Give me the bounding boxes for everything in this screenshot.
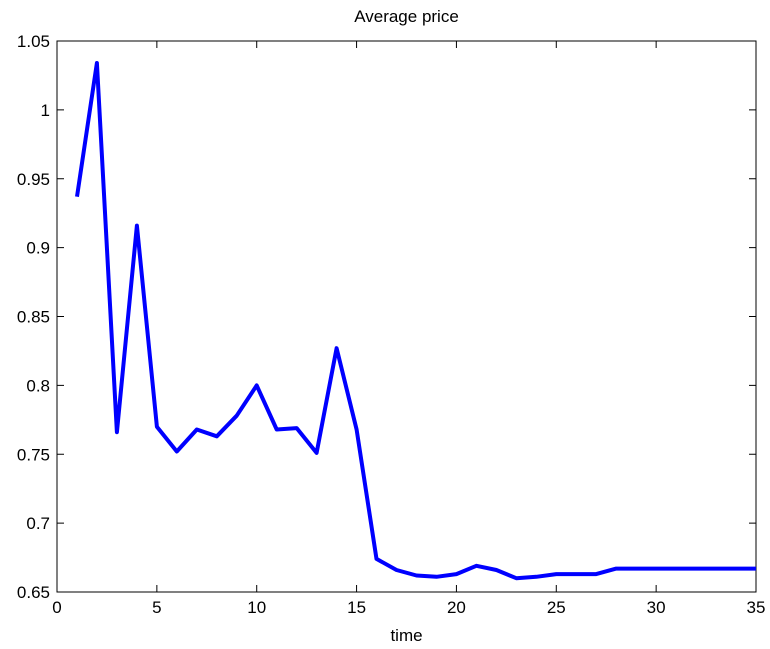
y-tick-label: 0.7: [26, 514, 50, 533]
axis-ticks: [56, 40, 757, 593]
plot-area: [56, 40, 757, 593]
x-tick-label: 25: [547, 598, 566, 617]
tick-labels: 0 5 10 15 20 25 30 35 0.65 0.7 0.75 0.8 0.85 0.9 0.95 1…: [17, 32, 766, 617]
series-line: [75, 61, 756, 581]
x-tick-label: 0: [52, 598, 61, 617]
x-axis-label: time: [390, 626, 422, 645]
x-tick-label: 30: [647, 598, 666, 617]
y-tick-label: 0.65: [17, 583, 50, 602]
x-tick-label: 5: [152, 598, 161, 617]
y-tick-label: 1.05: [17, 32, 50, 51]
x-tick-label: 20: [447, 598, 466, 617]
x-tick-label: 10: [247, 598, 266, 617]
y-tick-label: 0.85: [17, 308, 50, 327]
y-tick-label: 0.8: [26, 376, 50, 395]
y-tick-label: 0.9: [26, 239, 50, 258]
x-tick-label: 15: [347, 598, 366, 617]
x-tick-label: 35: [747, 598, 766, 617]
y-tick-label: 1: [41, 101, 50, 120]
y-tick-label: 0.75: [17, 445, 50, 464]
series-layer: [75, 61, 756, 581]
chart-title: Average price: [354, 7, 459, 26]
y-tick-label: 0.95: [17, 170, 50, 189]
